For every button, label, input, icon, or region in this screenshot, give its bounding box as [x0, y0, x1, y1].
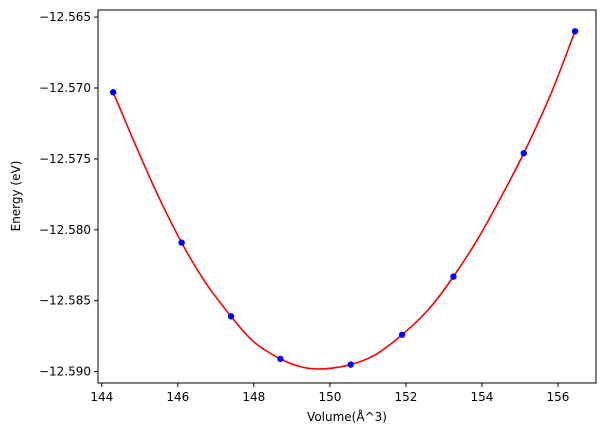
data-points-layer [110, 28, 579, 368]
fit-curve-line [112, 30, 576, 370]
x-tick-label: 152 [394, 390, 417, 404]
x-axis: 144 146 148 150 152 154 156 [90, 383, 569, 404]
y-axis: −12.565 −12.570 −12.575 −12.580 −12.585 −12.5… [39, 10, 98, 379]
data-point [178, 239, 185, 246]
x-tick-label: 146 [166, 390, 189, 404]
plot-frame [97, 9, 597, 384]
fit-curve-layer [112, 30, 576, 370]
y-tick-label: −12.575 [39, 152, 91, 166]
x-tick-label: 150 [318, 390, 341, 404]
data-point [398, 331, 406, 338]
data-point [227, 313, 235, 320]
data-point [571, 28, 579, 35]
y-tick-label: −12.570 [39, 81, 91, 95]
data-point [110, 89, 117, 96]
y-tick-label: −12.590 [39, 365, 91, 379]
x-axis-title: Volume(Å^3) [307, 409, 387, 424]
x-tick-label: 144 [90, 390, 113, 404]
y-axis-title: Energy (eV) [9, 161, 23, 232]
x-tick-label: 156 [547, 390, 570, 404]
data-point [277, 355, 284, 363]
y-tick-label: −12.585 [39, 294, 91, 308]
x-tick-label: 148 [242, 390, 265, 404]
y-tick-label: −12.565 [39, 10, 91, 24]
data-point [450, 273, 457, 280]
y-tick-label: −12.580 [39, 223, 91, 237]
plot-background [98, 10, 596, 383]
x-tick-label: 154 [471, 390, 494, 404]
data-point [347, 361, 354, 368]
data-point [520, 150, 527, 157]
